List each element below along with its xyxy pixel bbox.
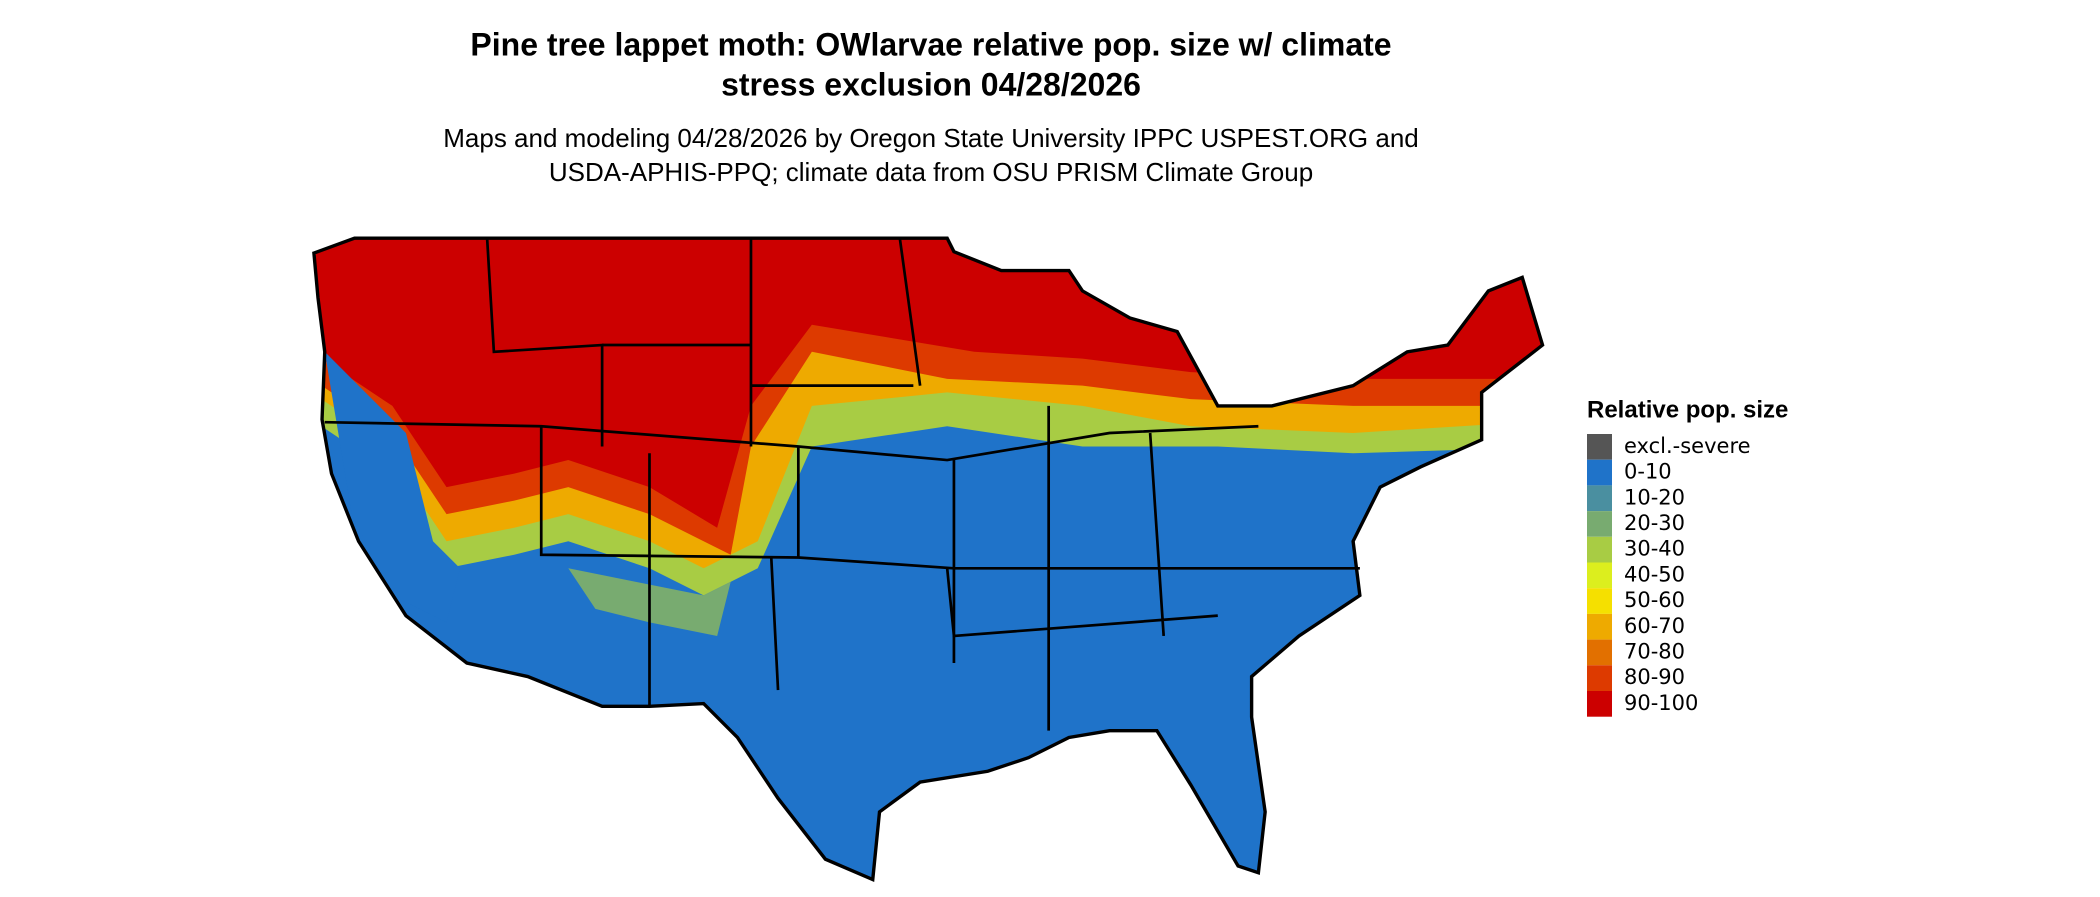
legend-label: 40-50 — [1624, 562, 1685, 586]
country-outline — [312, 236, 1545, 882]
subtitle: Maps and modeling 04/28/2026 by Oregon S… — [443, 123, 1419, 153]
legend-swatch — [1587, 665, 1612, 691]
state-borders — [324, 237, 1360, 731]
region — [324, 351, 461, 623]
legend-swatch — [1587, 639, 1612, 666]
legend-swatch — [1587, 459, 1612, 486]
legend-swatch — [1587, 485, 1612, 512]
legend-label: 10-20 — [1624, 485, 1685, 509]
title: Pine tree lappet moth: OWlarvae relative… — [470, 26, 1391, 62]
legend-label: 60-70 — [1624, 614, 1685, 638]
title: stress exclusion 04/28/2026 — [721, 66, 1141, 102]
legend: excl.-severe0-1010-2020-3030-4040-5050-6… — [1587, 434, 1751, 717]
legend-swatch — [1587, 562, 1612, 589]
legend-swatch — [1587, 434, 1612, 460]
legend-swatch — [1587, 613, 1612, 640]
legend-swatch — [1587, 536, 1612, 563]
map-fill — [313, 238, 1543, 880]
legend-title: Relative pop. size — [1587, 396, 1788, 423]
legend-label: 30-40 — [1624, 537, 1685, 561]
legend-label: 80-90 — [1624, 665, 1685, 689]
legend-swatch — [1587, 511, 1612, 537]
legend-label: 50-60 — [1624, 588, 1685, 612]
legend-label: 20-30 — [1624, 511, 1685, 535]
legend-swatch — [1587, 691, 1612, 717]
subtitle: USDA-APHIS-PPQ; climate data from OSU PR… — [549, 157, 1313, 187]
legend-label: 90-100 — [1624, 691, 1698, 715]
legend-label: 70-80 — [1624, 639, 1685, 663]
legend-swatch — [1587, 588, 1612, 614]
legend-label: 0-10 — [1624, 460, 1672, 484]
legend-label: excl.-severe — [1624, 434, 1751, 458]
map — [312, 236, 1545, 882]
